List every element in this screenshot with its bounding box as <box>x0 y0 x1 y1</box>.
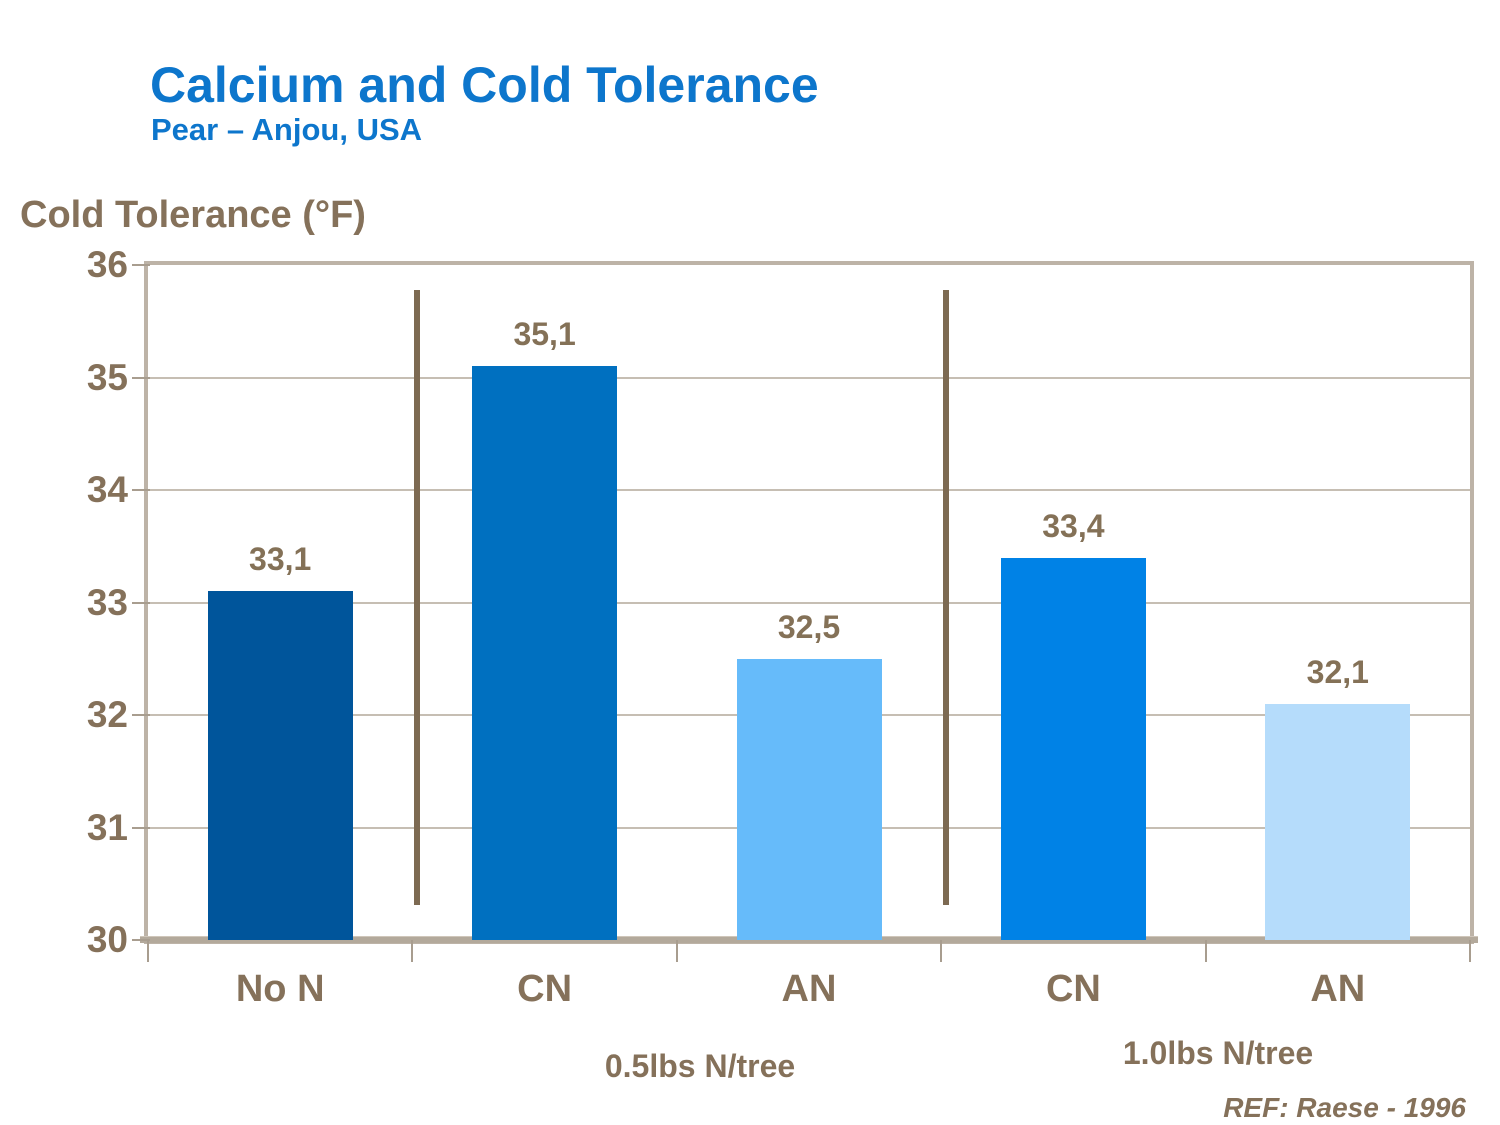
y-tick-label-30: 30 <box>86 919 128 960</box>
y-tick-label-34: 34 <box>86 469 128 510</box>
y-tick-mark-36 <box>132 264 150 266</box>
group-label-1.0lbs: 1.0lbs N/tree <box>1122 1035 1314 1071</box>
x-tick-mark-2 <box>676 940 678 962</box>
y-tick-mark-32 <box>132 714 150 716</box>
chart-title: Calcium and Cold Tolerance <box>150 57 819 113</box>
y-tick-mark-34 <box>132 489 150 491</box>
x-category-label-3: CN <box>1045 968 1101 1010</box>
bar-an-4 <box>1265 703 1411 940</box>
group-label-0.5lbs: 0.5lbs N/tree <box>604 1048 796 1084</box>
bar-value-label-2: 32,5 <box>777 608 841 645</box>
reference-citation: REF: Raese - 1996 <box>1223 1092 1466 1123</box>
y-axis-title: Cold Tolerance (°F) <box>20 194 366 236</box>
bar-cn-1 <box>472 366 618 940</box>
y-tick-label-33: 33 <box>86 581 128 623</box>
x-tick-mark-3 <box>940 940 942 962</box>
group-separator-line-3 <box>943 290 949 905</box>
bar-no-n-0 <box>207 591 353 940</box>
x-tick-mark-4 <box>1205 940 1207 962</box>
y-tick-label-35: 35 <box>86 356 128 398</box>
group-separator-line-1 <box>414 290 420 905</box>
bar-cn-3 <box>1000 557 1146 940</box>
bar-value-label-1: 35,1 <box>513 316 576 353</box>
y-tick-label-32: 32 <box>86 694 128 735</box>
x-tick-mark-1 <box>411 940 413 962</box>
chart-subtitle: Pear – Anjou, USA <box>151 112 423 147</box>
x-tick-mark-5 <box>1469 940 1471 962</box>
bar-an-2 <box>736 658 882 940</box>
gridline-35 <box>148 376 1470 379</box>
gridline-34 <box>148 489 1470 491</box>
y-tick-mark-33 <box>132 601 150 604</box>
y-tick-label-36: 36 <box>86 244 128 285</box>
bar-value-label-3: 33,4 <box>1042 507 1105 544</box>
y-tick-mark-30 <box>132 939 150 941</box>
y-tick-mark-31 <box>132 826 150 829</box>
bar-value-label-4: 32,1 <box>1306 653 1369 690</box>
gridline-33 <box>148 601 1470 604</box>
y-tick-mark-35 <box>132 376 150 379</box>
x-category-label-4: AN <box>1310 968 1366 1010</box>
x-tick-mark-0 <box>147 940 149 962</box>
y-tick-label-31: 31 <box>86 806 128 848</box>
x-category-label-0: No N <box>235 968 325 1010</box>
plot-area: 30 31 32 33 34 35 36 33,1 No N 35,1 CN 32,5 AN 33,4 CN… <box>87 245 1478 1010</box>
x-category-label-2: AN <box>781 968 837 1010</box>
bar-value-label-0: 33,1 <box>249 541 312 578</box>
x-category-label-1: CN <box>517 968 573 1010</box>
